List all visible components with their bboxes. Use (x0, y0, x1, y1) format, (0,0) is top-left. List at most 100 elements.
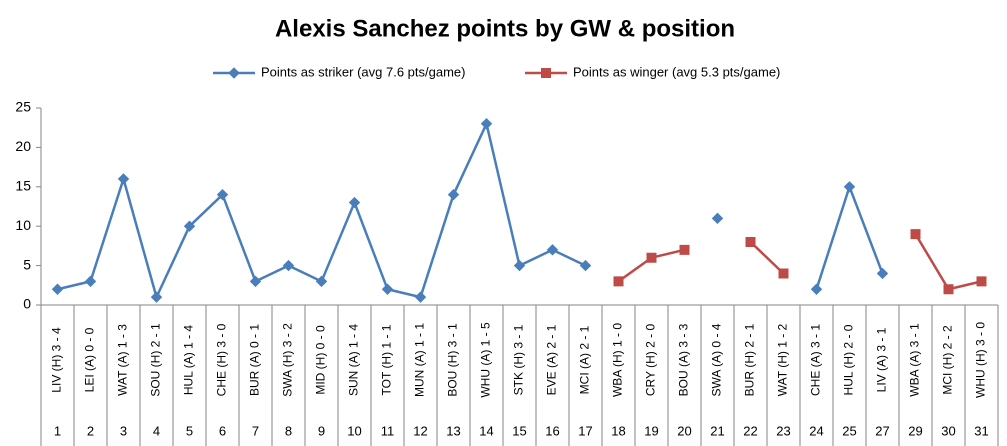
gameweek-label: 3 (120, 423, 127, 438)
gameweek-label: 16 (545, 423, 559, 438)
data-point (679, 244, 690, 255)
x-tick-label: LIV (H) 3 - 4 (50, 327, 64, 393)
data-point (579, 259, 592, 272)
x-tick-label: BUR (A) 0 - 1 (248, 324, 262, 396)
series-line (617, 233, 982, 291)
x-tick-label: SUN (A) 1 - 4 (347, 324, 361, 396)
gameweek-label: 25 (842, 423, 856, 438)
data-point (381, 283, 394, 295)
x-tick-label: CHE (A) 3 - 1 (809, 324, 823, 396)
data-point (711, 212, 724, 225)
data-point (646, 252, 657, 263)
data-point (778, 268, 789, 279)
data-point (84, 275, 97, 288)
data-point (447, 188, 460, 201)
x-tick-label: MCI (H) 2 - 2 (941, 325, 955, 395)
x-tick-label: STK (H) 3 - 1 (512, 324, 526, 395)
data-point (216, 188, 229, 201)
legend-marker (228, 67, 240, 79)
y-tick-label: 20 (15, 138, 31, 154)
y-tick-label: 25 (15, 99, 31, 115)
data-point (546, 244, 559, 256)
data-point (910, 229, 921, 240)
x-tick-label: WBA (A) 3 - 1 (908, 323, 922, 397)
data-point (414, 291, 427, 303)
x-tick-label: SOU (H) 2 - 1 (149, 323, 163, 397)
data-point (150, 291, 163, 303)
data-point (315, 275, 328, 288)
gameweek-label: 4 (153, 423, 160, 438)
gameweek-label: 24 (809, 423, 823, 438)
gameweek-label: 6 (219, 423, 226, 438)
gameweek-label: 15 (512, 423, 526, 438)
series-line (57, 122, 884, 299)
data-point (513, 259, 526, 272)
gameweek-label: 18 (611, 423, 625, 438)
x-tick-label: WAT (H) 1 - 2 (776, 323, 790, 396)
x-tick-label: WHU (H) 3 - 0 (974, 322, 988, 398)
data-point (943, 284, 954, 295)
gameweek-label: 11 (381, 423, 395, 438)
data-point (976, 276, 987, 287)
x-tick-label: EVE (A) 2 - 1 (545, 324, 559, 395)
data-point (117, 173, 130, 185)
x-tick-label: MCI (A) 2 - 1 (578, 325, 592, 394)
gameweek-label: 12 (413, 423, 427, 438)
x-tick-label: BOU (H) 3 - 1 (446, 323, 460, 397)
gameweek-label: 19 (644, 423, 658, 438)
data-point (876, 267, 889, 280)
y-tick-label: 15 (15, 178, 31, 194)
data-point (249, 275, 262, 288)
x-tick-label: CRY (H) 2 - 0 (644, 324, 658, 397)
data-point (348, 196, 361, 209)
legend-marker (541, 68, 551, 78)
x-tick-label: BUR (H) 2 - 1 (743, 323, 757, 396)
y-tick-label: 5 (23, 256, 31, 272)
gameweek-label: 8 (285, 423, 292, 438)
x-tick-label: HUL (H) 2 - 0 (842, 324, 856, 395)
gameweek-label: 13 (446, 423, 460, 438)
x-tick-label: WHU (A) 1 - 5 (479, 322, 493, 398)
x-tick-label: CHE (H) 3 - 0 (215, 323, 229, 396)
data-point (843, 181, 856, 193)
gameweek-label: 21 (710, 423, 724, 438)
gameweek-label: 22 (743, 423, 757, 438)
x-tick-label: MID (H) 0 - 0 (314, 325, 328, 395)
legend-label: Points as winger (avg 5.3 pts/game) (573, 64, 780, 79)
data-point (810, 283, 823, 295)
data-point (613, 276, 624, 287)
gameweek-label: 29 (908, 423, 922, 438)
x-tick-label: WBA (H) 1 - 0 (611, 323, 625, 397)
x-tick-label: TOT (H) 1 - 1 (380, 324, 394, 395)
gameweek-label: 31 (974, 423, 988, 438)
gameweek-label: 5 (186, 423, 193, 438)
chart-title: Alexis Sanchez points by GW & position (275, 15, 735, 42)
gameweek-label: 9 (318, 423, 325, 438)
gameweek-label: 10 (347, 423, 361, 438)
x-tick-label: MUN (A) 1 - 1 (413, 323, 427, 397)
gameweek-label: 27 (875, 423, 889, 438)
x-tick-label: SWA (A) 0 - 4 (710, 323, 724, 396)
x-tick-label: BOU (A) 3 - 3 (677, 323, 691, 396)
y-tick-label: 10 (15, 217, 31, 233)
x-tick-label: HUL (A) 1 - 4 (182, 325, 196, 396)
data-point (480, 118, 493, 130)
gameweek-label: 17 (578, 423, 592, 438)
gameweek-label: 2 (87, 423, 94, 438)
x-tick-label: LIV (A) 3 - 1 (875, 327, 889, 392)
legend-label: Points as striker (avg 7.6 pts/game) (261, 64, 465, 79)
data-point (282, 259, 295, 272)
gameweek-label: 20 (677, 423, 691, 438)
gameweek-label: 7 (252, 423, 259, 438)
y-tick-label: 0 (23, 296, 31, 312)
data-point (745, 236, 756, 247)
data-point (51, 283, 64, 295)
gameweek-label: 23 (776, 423, 790, 438)
x-tick-label: SWA (H) 3 - 2 (281, 323, 295, 397)
gameweek-label: 1 (54, 423, 61, 438)
gameweek-label: 30 (941, 423, 955, 438)
gameweek-label: 14 (479, 423, 493, 438)
x-tick-label: WAT (A) 1 - 3 (116, 324, 130, 396)
data-point (183, 220, 196, 232)
